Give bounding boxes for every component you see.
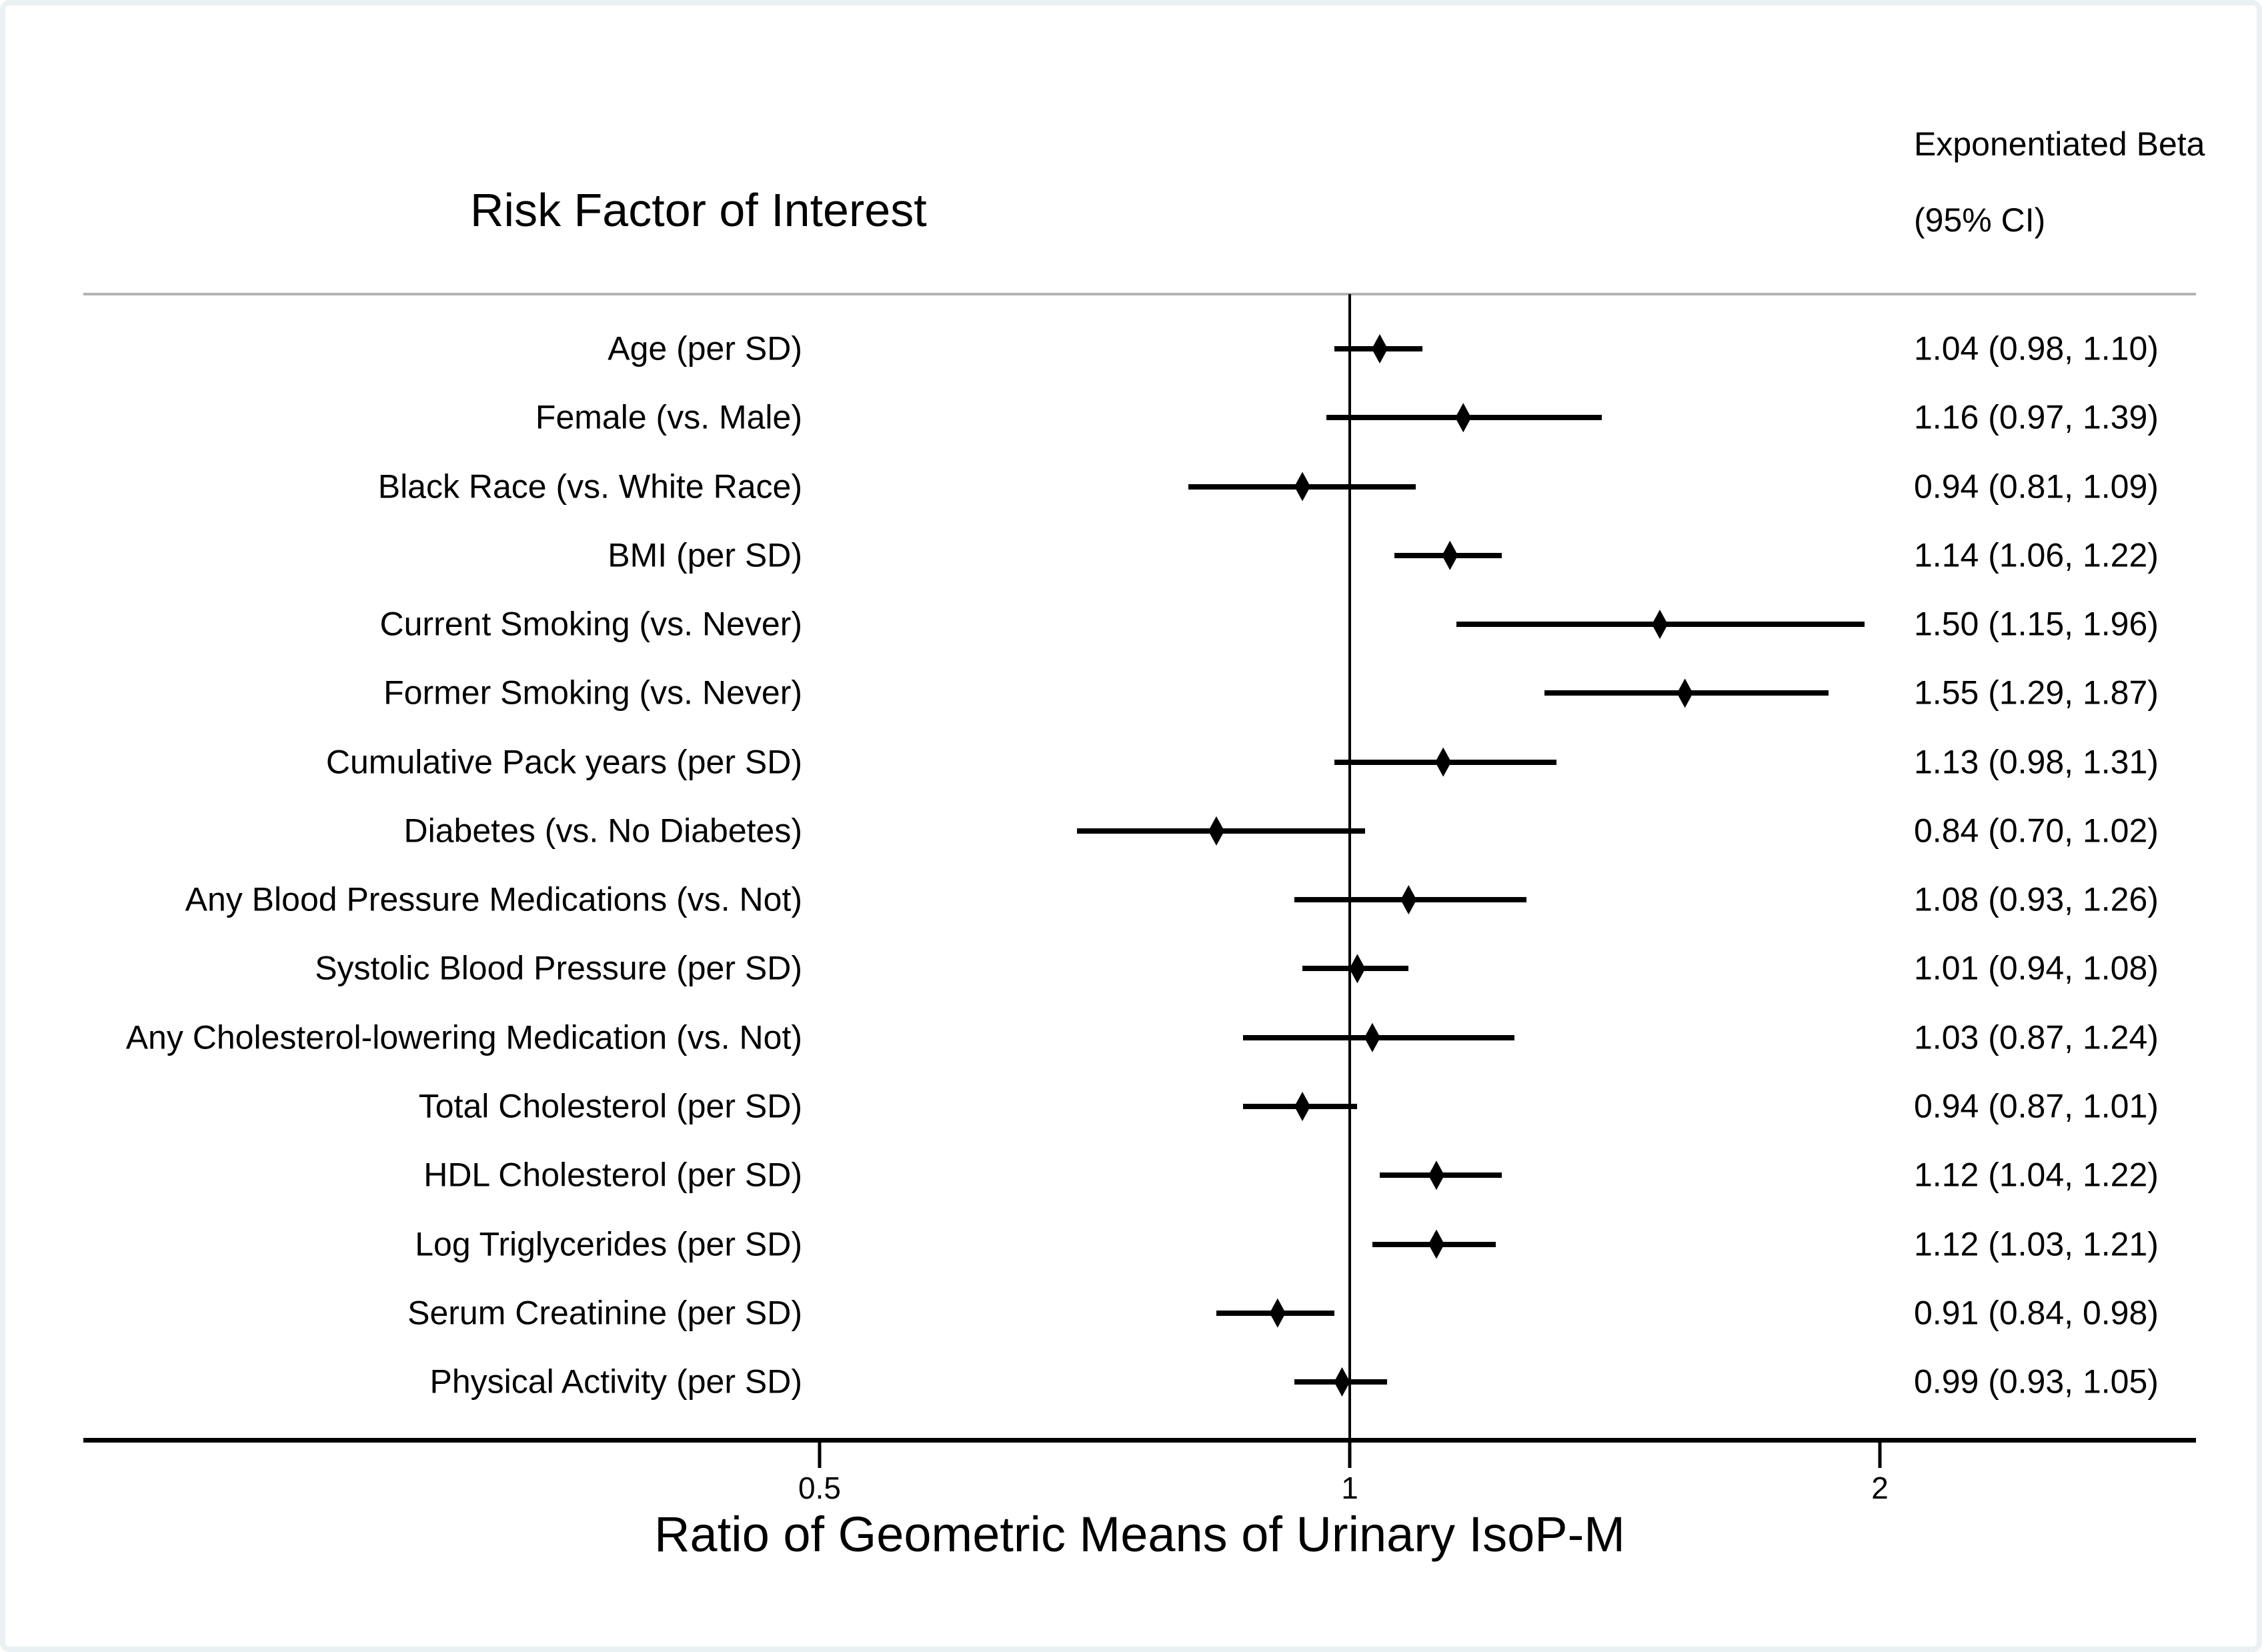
x-axis-line xyxy=(83,1438,2196,1443)
point-estimate-diamond xyxy=(1428,1229,1444,1259)
point-estimate-diamond xyxy=(1400,885,1417,915)
point-estimate-diamond xyxy=(1442,540,1458,570)
point-estimate-diamond xyxy=(1364,1022,1380,1052)
row-label: Current Smoking (vs. Never) xyxy=(379,605,803,643)
row-estimate-text: 0.94 (0.81, 1.09) xyxy=(1914,468,2159,506)
row-label: HDL Cholesterol (per SD) xyxy=(423,1156,802,1194)
x-tick-mark xyxy=(1878,1443,1882,1468)
estimate-column-header: Exponentiated Beta (95% CI) xyxy=(1914,127,2205,237)
point-estimate-diamond xyxy=(1349,954,1366,984)
x-tick-label: 1 xyxy=(1341,1471,1358,1505)
point-estimate-diamond xyxy=(1371,334,1388,363)
header-separator-line xyxy=(83,293,2196,295)
point-estimate-diamond xyxy=(1428,1160,1444,1190)
point-estimate-diamond xyxy=(1294,472,1311,502)
row-estimate-text: 1.16 (0.97, 1.39) xyxy=(1914,398,2159,436)
row-label: Female (vs. Male) xyxy=(535,398,802,436)
point-estimate-diamond xyxy=(1455,403,1472,433)
row-estimate-text: 1.04 (0.98, 1.10) xyxy=(1914,329,2159,367)
point-estimate-diamond xyxy=(1435,747,1452,777)
x-tick-mark xyxy=(818,1443,822,1468)
x-tick-label: 2 xyxy=(1871,1471,1889,1505)
row-estimate-text: 0.84 (0.70, 1.02) xyxy=(1914,812,2159,850)
row-label: Any Blood Pressure Medications (vs. Not) xyxy=(185,880,802,918)
point-estimate-diamond xyxy=(1294,1091,1311,1121)
row-label: Age (per SD) xyxy=(608,329,802,367)
row-label: Serum Creatinine (per SD) xyxy=(407,1294,802,1332)
point-estimate-diamond xyxy=(1676,678,1693,708)
row-label: Any Cholesterol-lowering Medication (vs.… xyxy=(125,1018,802,1056)
row-label: BMI (per SD) xyxy=(608,536,802,574)
row-label: Black Race (vs. White Race) xyxy=(377,468,802,506)
row-estimate-text: 1.12 (1.04, 1.22) xyxy=(1914,1156,2159,1194)
point-estimate-diamond xyxy=(1652,610,1668,640)
row-estimate-text: 1.50 (1.15, 1.96) xyxy=(1914,605,2159,643)
row-label: Physical Activity (per SD) xyxy=(429,1363,802,1401)
row-label: Cumulative Pack years (per SD) xyxy=(325,743,802,781)
row-label: Systolic Blood Pressure (per SD) xyxy=(315,949,802,987)
x-axis-title: Ratio of Geometric Means of Urinary IsoP… xyxy=(654,1507,1625,1562)
x-tick-label: 0.5 xyxy=(798,1471,841,1505)
row-estimate-text: 1.01 (0.94, 1.08) xyxy=(1914,949,2159,987)
row-estimate-text: 1.14 (1.06, 1.22) xyxy=(1914,536,2159,574)
risk-factor-column-header: Risk Factor of Interest xyxy=(470,184,927,236)
row-estimate-text: 1.55 (1.29, 1.87) xyxy=(1914,674,2159,712)
row-estimate-text: 1.12 (1.03, 1.21) xyxy=(1914,1225,2159,1263)
point-estimate-diamond xyxy=(1334,1367,1350,1397)
row-estimate-text: 1.08 (0.93, 1.26) xyxy=(1914,880,2159,918)
reference-line-at-1 xyxy=(1348,294,1351,1440)
row-estimate-text: 0.99 (0.93, 1.05) xyxy=(1914,1363,2159,1401)
row-estimate-text: 0.94 (0.87, 1.01) xyxy=(1914,1087,2159,1125)
row-label: Total Cholesterol (per SD) xyxy=(418,1087,802,1125)
row-estimate-text: 0.91 (0.84, 0.98) xyxy=(1914,1294,2159,1332)
row-label: Log Triglycerides (per SD) xyxy=(415,1225,802,1263)
row-label: Diabetes (vs. No Diabetes) xyxy=(403,812,802,850)
row-estimate-text: 1.03 (0.87, 1.24) xyxy=(1914,1018,2159,1056)
x-tick-mark xyxy=(1348,1443,1352,1468)
point-estimate-diamond xyxy=(1208,816,1225,846)
estimate-column-header-line2: (95% CI) xyxy=(1914,201,2046,239)
estimate-column-header-line1: Exponentiated Beta xyxy=(1914,125,2205,163)
row-label: Former Smoking (vs. Never) xyxy=(383,674,802,712)
row-estimate-text: 1.13 (0.98, 1.31) xyxy=(1914,743,2159,781)
point-estimate-diamond xyxy=(1269,1298,1286,1328)
